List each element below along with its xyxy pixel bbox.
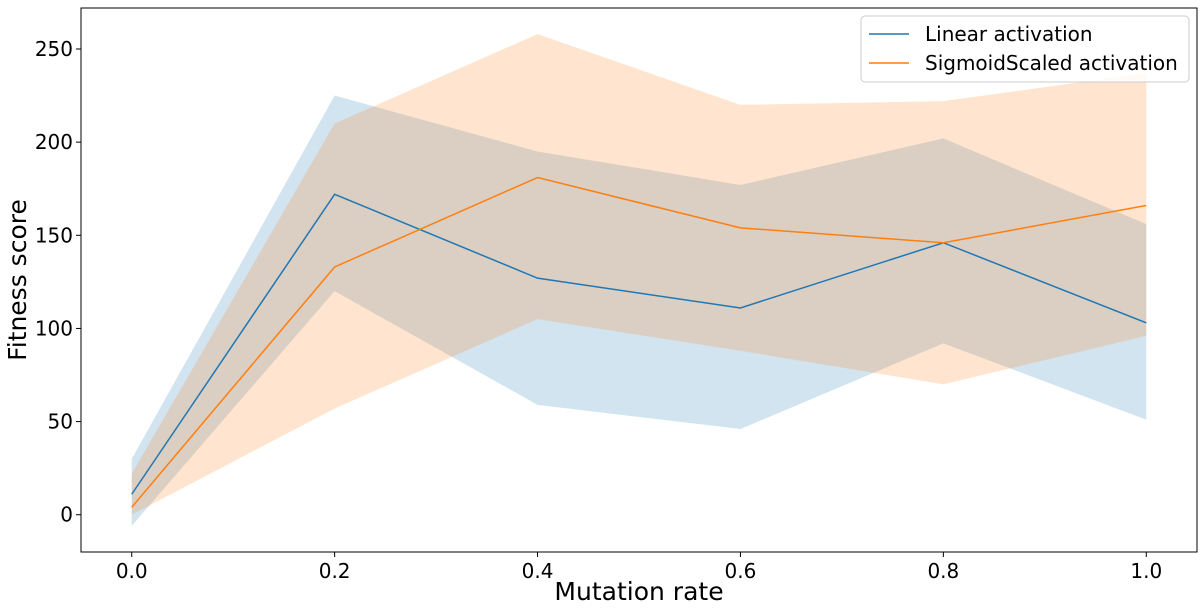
line-series-1 bbox=[131, 193, 1147, 495]
y-axis-label: Fitness score bbox=[3, 199, 32, 361]
y-tick-label: 150 bbox=[35, 223, 73, 247]
legend-box bbox=[860, 15, 1190, 83]
plot-area-frame bbox=[80, 7, 1198, 553]
line-series-2 bbox=[131, 176, 1147, 508]
x-tick-label: 1.0 bbox=[1130, 559, 1162, 583]
confidence-band-series-1 bbox=[131, 95, 1147, 526]
legend-label: Linear activation bbox=[925, 22, 1093, 46]
y-tick-label: 250 bbox=[35, 37, 73, 61]
x-tick-label: 0.6 bbox=[725, 559, 757, 583]
y-tick-label: 0 bbox=[60, 503, 73, 527]
legend-label: SigmoidScaled activation bbox=[925, 51, 1178, 75]
confidence-bands bbox=[131, 34, 1147, 526]
x-tick-label: 0.8 bbox=[927, 559, 959, 583]
series-lines bbox=[131, 176, 1147, 508]
x-axis-label: Mutation rate bbox=[554, 577, 723, 606]
y-axis-ticks: 0 50 100 150 200 250 bbox=[35, 37, 81, 527]
x-tick-label: 0.2 bbox=[319, 559, 351, 583]
y-tick-label: 200 bbox=[35, 130, 73, 154]
confidence-band-series-2 bbox=[131, 34, 1147, 515]
y-tick-label: 100 bbox=[35, 316, 73, 340]
x-tick-label: 0.0 bbox=[116, 559, 148, 583]
legend: Linear activation SigmoidScaled activatio… bbox=[860, 15, 1190, 83]
x-tick-label: 0.4 bbox=[522, 559, 554, 583]
x-axis-ticks: 0.0 0.2 0.4 0.6 0.8 1.0 bbox=[116, 552, 1162, 583]
y-tick-label: 50 bbox=[48, 410, 73, 434]
